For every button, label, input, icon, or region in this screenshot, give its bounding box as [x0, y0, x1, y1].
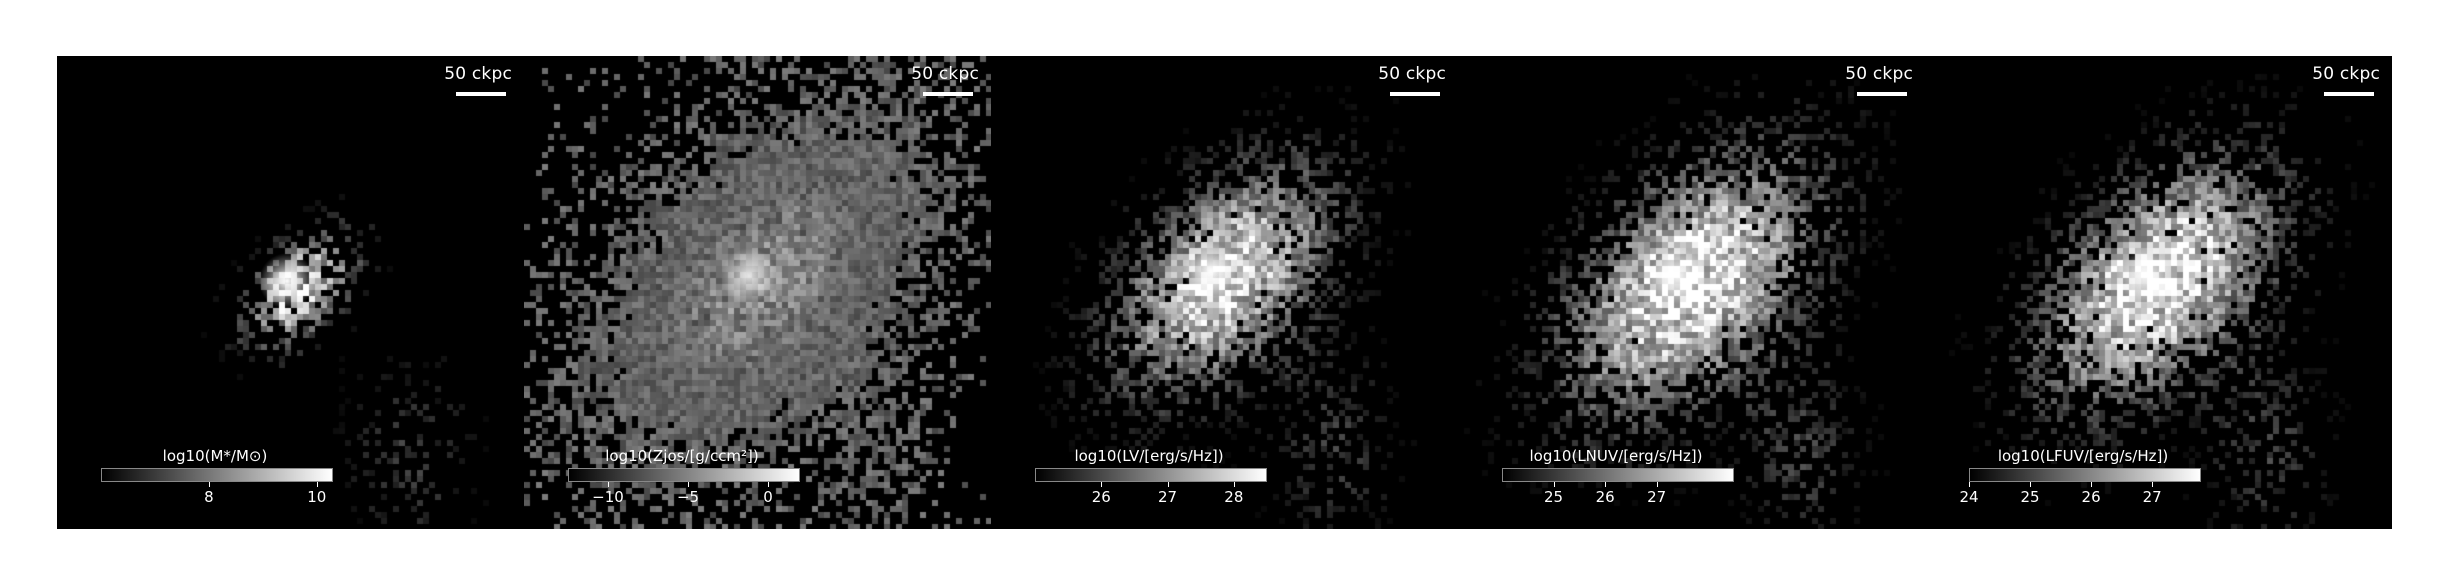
- panel-nuv-luminosity: 50 ckpc log10(LNUV/[erg/s/Hz]) 25 26 27: [1458, 56, 1925, 529]
- colorbar-tick: 8: [204, 482, 214, 506]
- colorbar-tick: 27: [2143, 482, 2162, 506]
- panel-stellar-mass: 50 ckpc log10(M*/M⊙) 8 10: [57, 56, 524, 529]
- scalebar-line: [456, 92, 506, 96]
- colorbar-tick: 0: [763, 482, 773, 506]
- panel-metallicity: 50 ckpc log10(Zjos/[g/ccm²]) −10 −5 0: [524, 56, 991, 529]
- colorbar-tick: 25: [1544, 482, 1563, 506]
- colorbar-label: log10(M*/M⊙): [162, 447, 268, 465]
- colorbar-label: log10(LNUV/[erg/s/Hz]): [1529, 447, 1703, 465]
- colorbar: [1969, 468, 2201, 482]
- scalebar-line: [1390, 92, 1440, 96]
- colorbar-tick-label: 26: [2081, 488, 2101, 506]
- scalebar-label: 50 ckpc: [2312, 64, 2380, 84]
- colorbar-tick: 25: [2021, 482, 2040, 506]
- colorbar-ticks: 24 25 26 27: [1959, 482, 2201, 512]
- v-luminosity-map: [991, 56, 1458, 529]
- colorbar-ticks: −10 −5 0: [568, 482, 800, 512]
- colorbar-label: log10(Zjos/[g/ccm²]): [605, 447, 759, 465]
- colorbar-tick-label: 25: [2020, 488, 2040, 506]
- colorbar-tick-label: 10: [307, 488, 327, 506]
- panel-v-luminosity: 50 ckpc log10(LV/[erg/s/Hz]) 26 27 28: [991, 56, 1458, 529]
- panel-fuv-luminosity: 50 ckpc log10(LFUV/[erg/s/Hz]) 24 25 26 27: [1925, 56, 2392, 529]
- colorbar-tick: 28: [1224, 482, 1243, 506]
- colorbar: [568, 468, 800, 482]
- colorbar-tick-label: 25: [1544, 488, 1564, 506]
- colorbar: [101, 468, 333, 482]
- colorbar-tick: 26: [1092, 482, 1111, 506]
- colorbar-ticks: 8 10: [101, 482, 333, 512]
- scalebar-line: [923, 92, 973, 96]
- colorbar-tick-label: 24: [1959, 488, 1979, 506]
- colorbar-tick-label: 26: [1091, 488, 1111, 506]
- colorbar-tick-label: 27: [1647, 488, 1667, 506]
- scalebar-label: 50 ckpc: [1378, 64, 1446, 84]
- colorbar-tick: −5: [677, 482, 699, 506]
- scalebar-line: [2324, 92, 2374, 96]
- colorbar-tick: 27: [1647, 482, 1666, 506]
- colorbar-tick: 24: [1959, 482, 1979, 506]
- scalebar-line: [1857, 92, 1907, 96]
- scalebar-label: 50 ckpc: [911, 64, 979, 84]
- colorbar-label: log10(LFUV/[erg/s/Hz]): [1997, 447, 2169, 465]
- colorbar-tick: 26: [1596, 482, 1615, 506]
- colorbar-tick: 10: [307, 482, 326, 506]
- stellar-mass-map: [57, 56, 524, 529]
- metallicity-map: [524, 56, 991, 529]
- scalebar-label: 50 ckpc: [444, 64, 512, 84]
- colorbar: [1502, 468, 1734, 482]
- nuv-luminosity-map: [1458, 56, 1925, 529]
- colorbar: [1035, 468, 1267, 482]
- colorbar-tick-label: 26: [1595, 488, 1615, 506]
- colorbar-ticks: 26 27 28: [1035, 482, 1267, 512]
- colorbar-tick-label: −10: [592, 488, 624, 506]
- colorbar-tick: 27: [1158, 482, 1177, 506]
- fuv-luminosity-map: [1925, 56, 2392, 529]
- figure: 50 ckpc log10(M*/M⊙) 8 10 50 ckpc log10(Z…: [57, 56, 2392, 529]
- colorbar-tick-label: 27: [1158, 488, 1178, 506]
- colorbar-ticks: 25 26 27: [1502, 482, 1734, 512]
- colorbar-tick-label: 27: [2142, 488, 2162, 506]
- colorbar-label: log10(LV/[erg/s/Hz]): [1074, 447, 1224, 465]
- colorbar-tick-label: −5: [676, 488, 700, 506]
- colorbar-tick-label: 8: [204, 488, 214, 506]
- colorbar-tick-label: 0: [763, 488, 773, 506]
- colorbar-tick: 26: [2082, 482, 2101, 506]
- colorbar-tick-label: 28: [1224, 488, 1244, 506]
- scalebar-label: 50 ckpc: [1845, 64, 1913, 84]
- colorbar-tick: −10: [592, 482, 624, 506]
